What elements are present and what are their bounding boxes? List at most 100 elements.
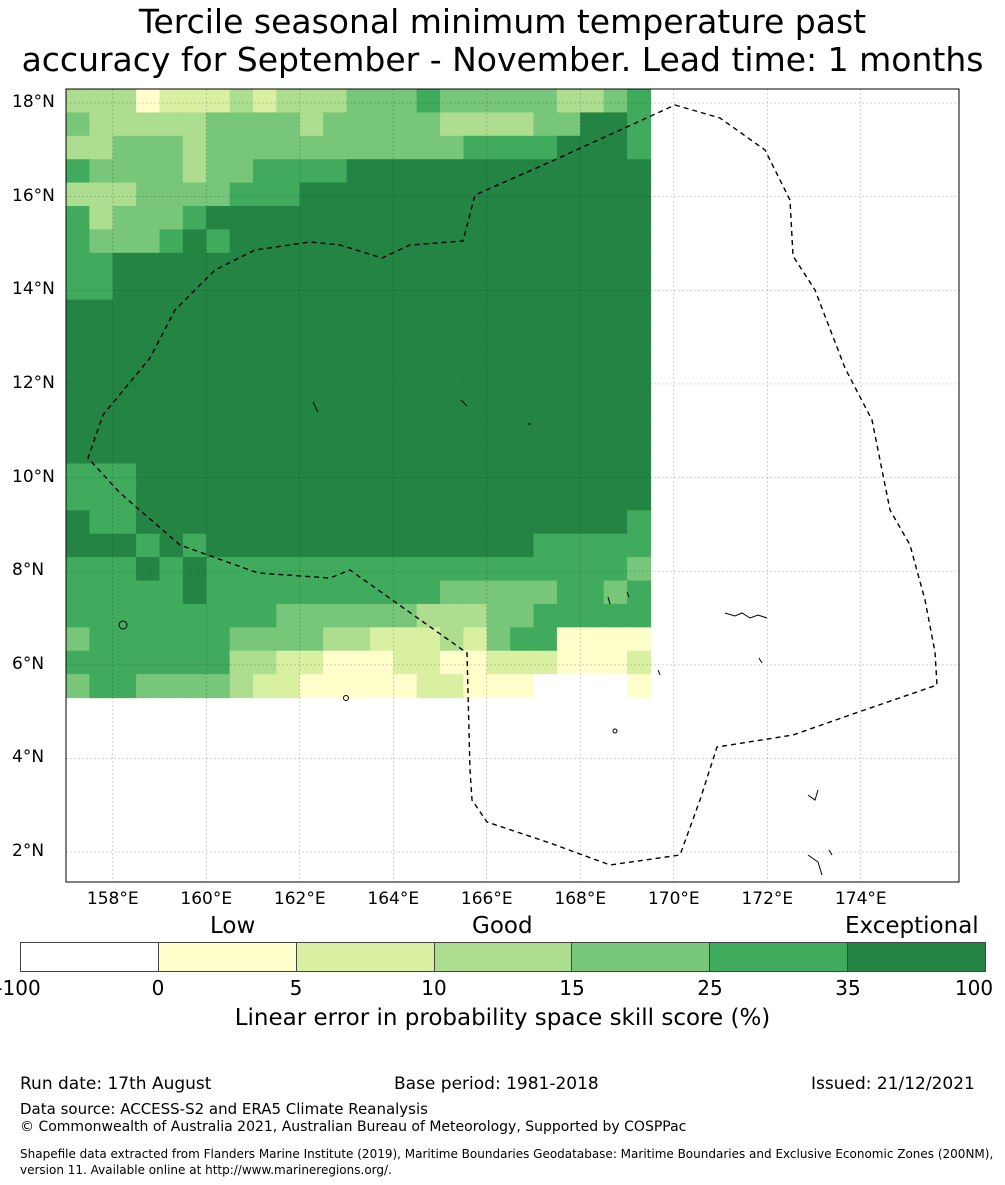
skill-cell xyxy=(369,276,394,301)
colorbar xyxy=(20,942,986,972)
skill-cell xyxy=(440,557,465,582)
skill-cell xyxy=(89,580,114,605)
skill-cell xyxy=(159,627,184,652)
skill-cell xyxy=(533,323,558,348)
skill-cell xyxy=(276,510,301,535)
skill-cell xyxy=(323,206,348,231)
skill-cell xyxy=(486,416,511,441)
skill-cell xyxy=(627,603,652,628)
skill-cell xyxy=(276,159,301,184)
skill-cell xyxy=(486,323,511,348)
skill-cell xyxy=(276,627,301,652)
base-period: Base period: 1981-2018 xyxy=(394,1074,599,1094)
skill-cell xyxy=(323,323,348,348)
skill-cell xyxy=(393,276,418,301)
skill-cell xyxy=(323,510,348,535)
skill-cell xyxy=(440,135,465,160)
skill-cell xyxy=(206,580,231,605)
skill-cell xyxy=(66,650,90,675)
skill-cell xyxy=(627,299,652,324)
skill-cell xyxy=(346,627,371,652)
skill-cell xyxy=(440,346,465,371)
skill-cell xyxy=(136,650,161,675)
latitude-label: 6°N xyxy=(12,653,45,674)
skill-cell xyxy=(112,229,137,254)
skill-cell xyxy=(463,486,488,511)
colorbar-segment xyxy=(572,943,711,971)
skill-cell xyxy=(182,440,207,465)
skill-cell xyxy=(276,393,301,418)
skill-cell xyxy=(112,252,137,277)
skill-cell xyxy=(229,182,254,207)
skill-cell xyxy=(533,346,558,371)
skill-cell xyxy=(440,252,465,277)
skill-cell xyxy=(346,510,371,535)
skill-cell xyxy=(416,252,441,277)
skill-cell xyxy=(206,229,231,254)
skill-cell xyxy=(603,229,628,254)
skill-cell xyxy=(533,533,558,558)
skill-cell xyxy=(346,252,371,277)
skill-cell xyxy=(486,627,511,652)
skill-cell xyxy=(580,603,605,628)
skill-cell xyxy=(603,135,628,160)
skill-cell xyxy=(89,674,114,699)
skill-cell xyxy=(66,229,90,254)
skill-cell xyxy=(556,463,581,488)
skill-cell xyxy=(253,89,277,114)
skill-cell xyxy=(627,486,652,511)
skill-cell xyxy=(323,299,348,324)
skill-cell xyxy=(556,229,581,254)
skill-cell xyxy=(136,393,161,418)
skill-cell xyxy=(136,112,161,137)
skill-cell xyxy=(369,416,394,441)
skill-cell xyxy=(299,416,324,441)
skill-cell xyxy=(206,206,231,231)
skill-cell xyxy=(299,627,324,652)
skill-cell xyxy=(89,627,114,652)
skill-cell xyxy=(510,229,535,254)
skill-cell xyxy=(159,159,184,184)
skill-cell xyxy=(136,440,161,465)
skill-cell xyxy=(416,674,441,699)
skill-cell xyxy=(229,299,254,324)
skill-cell xyxy=(463,229,488,254)
skill-cell xyxy=(556,112,581,137)
skill-cell xyxy=(182,463,207,488)
skill-cell xyxy=(323,89,348,114)
skill-cell xyxy=(112,627,137,652)
skill-cell xyxy=(66,580,90,605)
skill-cell xyxy=(556,674,581,699)
skill-cell xyxy=(229,603,254,628)
skill-cell xyxy=(463,252,488,277)
latitude-label: 18°N xyxy=(12,92,55,113)
skill-cell xyxy=(182,416,207,441)
skill-cell xyxy=(229,486,254,511)
colorbar-segment xyxy=(158,943,297,971)
skill-cell xyxy=(182,252,207,277)
skill-cell xyxy=(299,135,324,160)
skill-cell xyxy=(556,369,581,394)
skill-cell xyxy=(66,276,90,301)
longitude-label: 158°E xyxy=(86,889,139,909)
longitude-label: 174°E xyxy=(834,889,887,909)
colorbar-tick-label: 25 xyxy=(697,976,723,1000)
skill-cell xyxy=(112,159,137,184)
skill-cell xyxy=(182,533,207,558)
skill-cell xyxy=(323,182,348,207)
skill-cell xyxy=(346,135,371,160)
skill-cell xyxy=(299,533,324,558)
skill-cell xyxy=(159,182,184,207)
skill-cell xyxy=(89,510,114,535)
skill-cell xyxy=(323,603,348,628)
skill-cell xyxy=(136,510,161,535)
skill-cell xyxy=(159,323,184,348)
skill-cell xyxy=(323,393,348,418)
skill-cell xyxy=(253,276,277,301)
skill-cell xyxy=(182,580,207,605)
skill-cell xyxy=(556,206,581,231)
skill-cell xyxy=(276,229,301,254)
skill-cell xyxy=(346,369,371,394)
skill-cell xyxy=(253,650,277,675)
skill-cell xyxy=(112,440,137,465)
